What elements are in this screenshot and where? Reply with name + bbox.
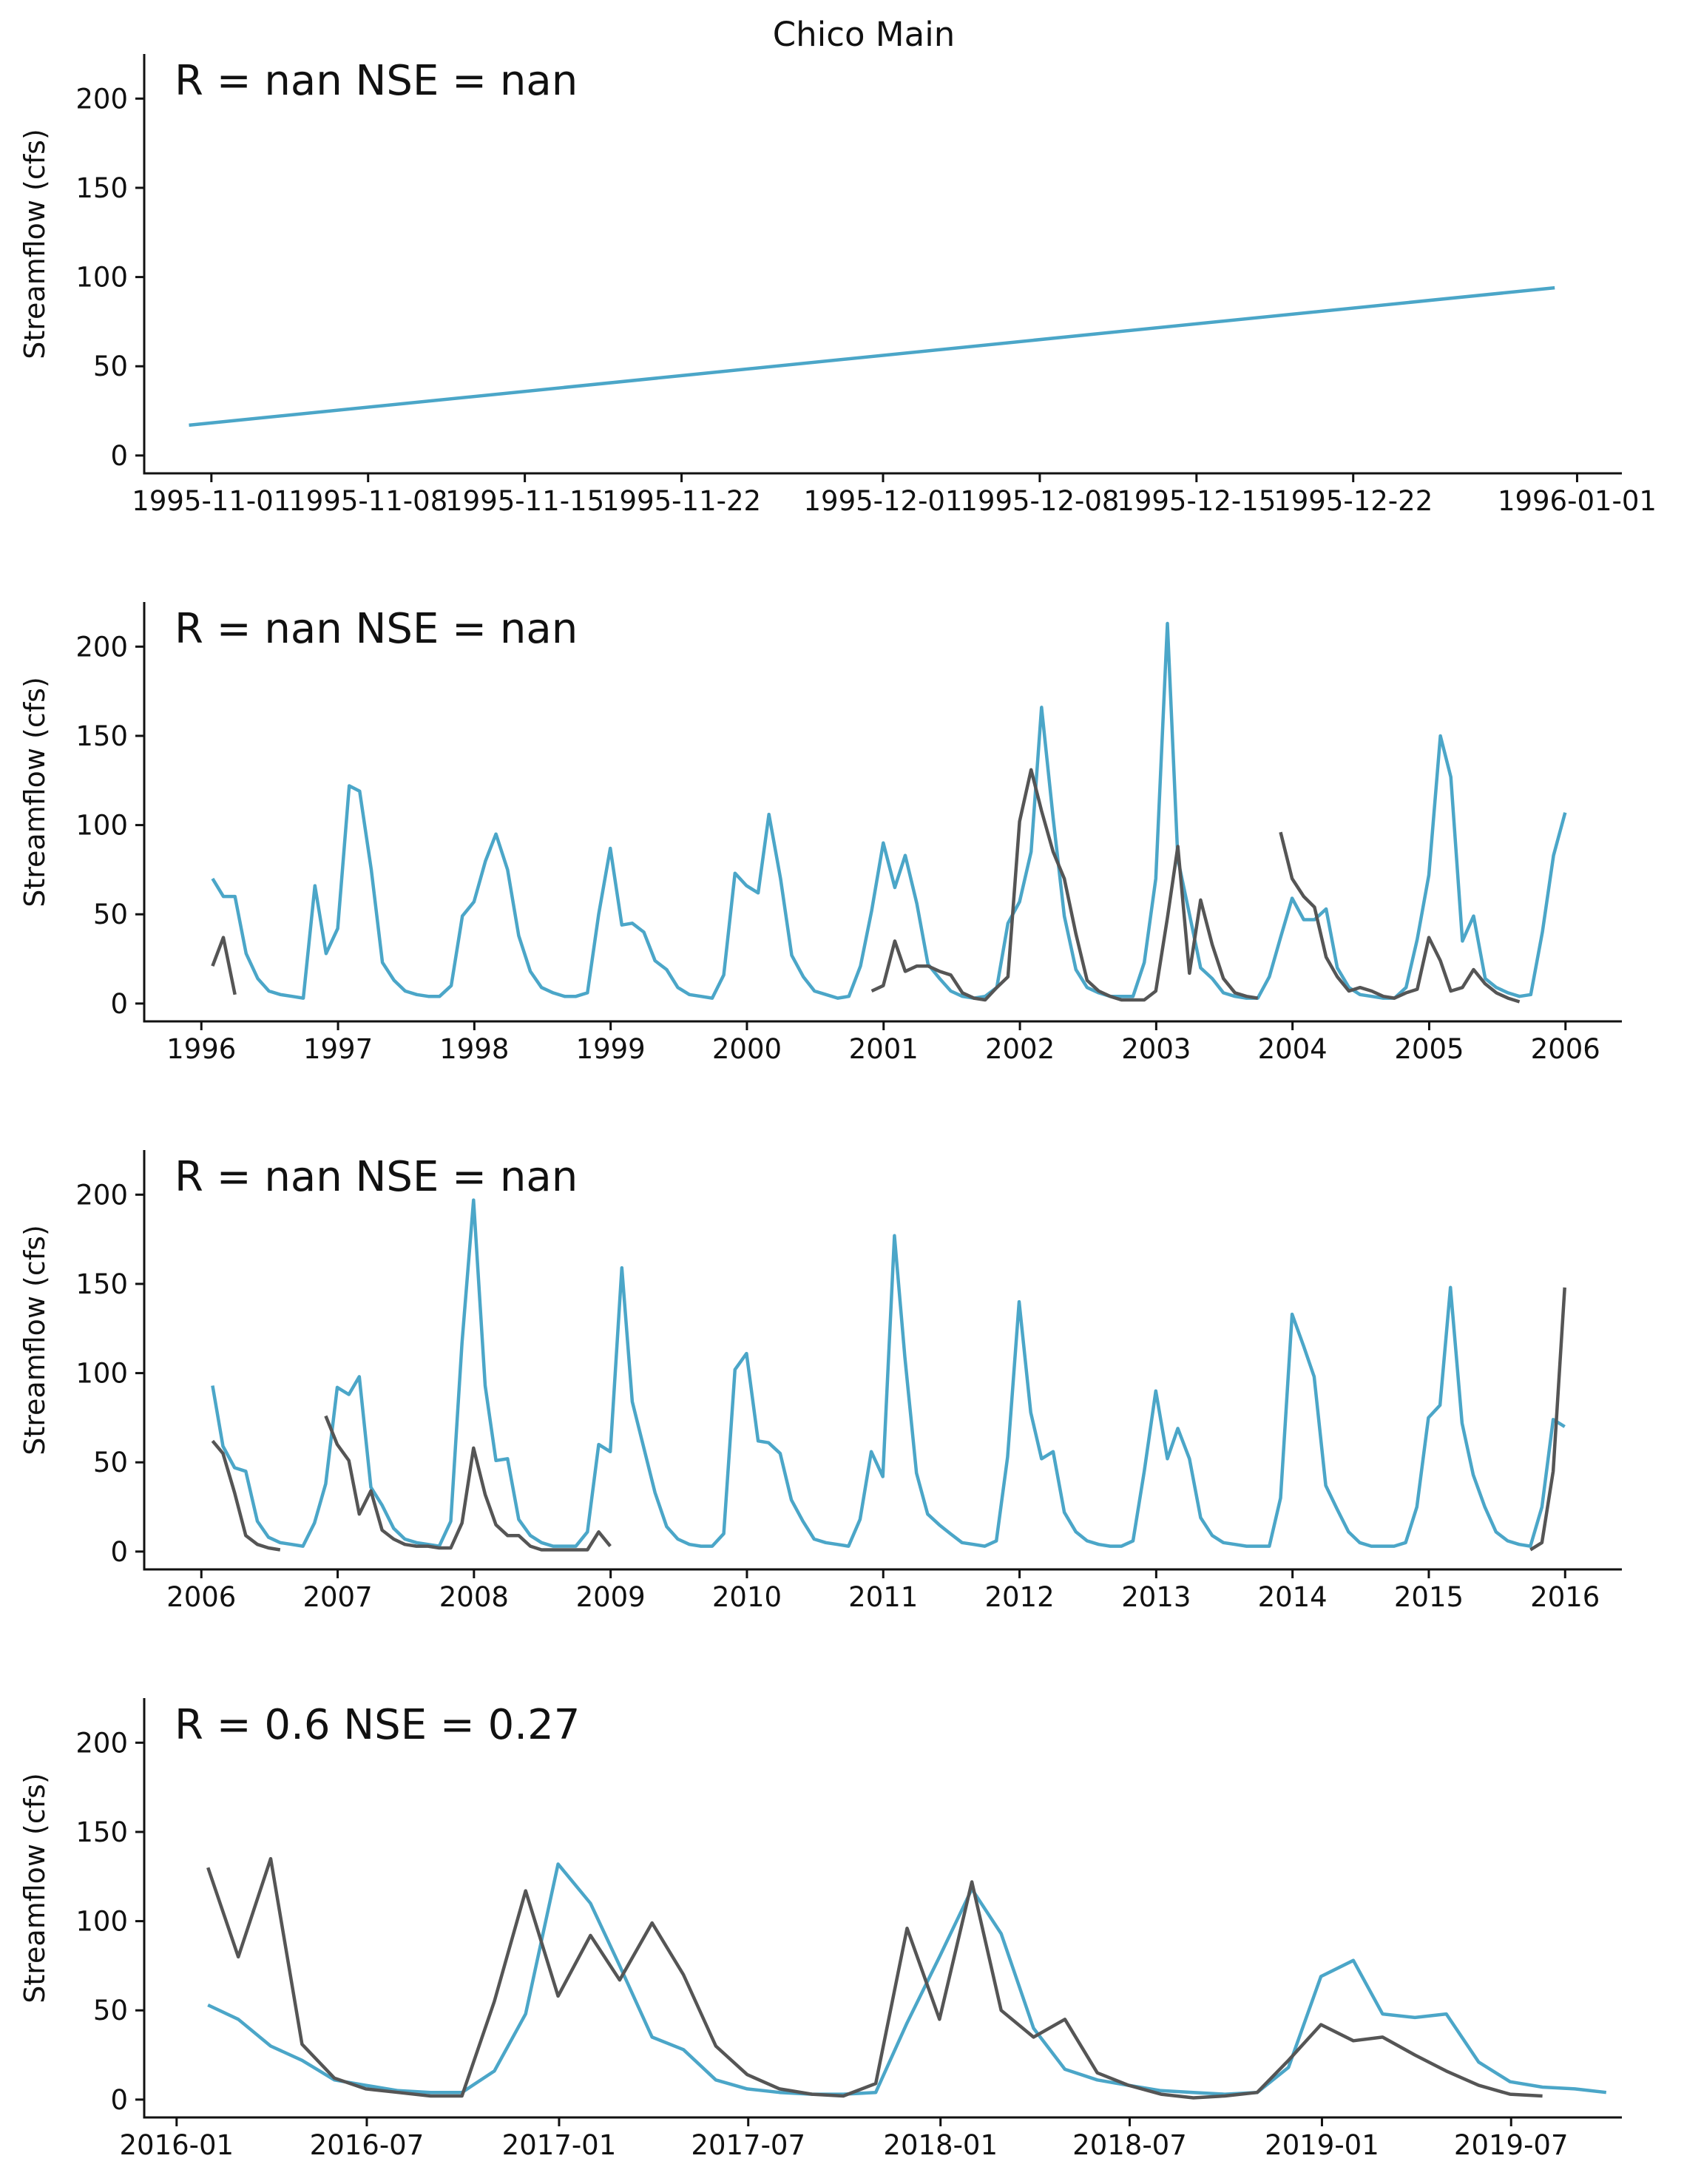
panel-1-xtick-label: 1995-11-15 — [445, 485, 604, 517]
panel-3-ytick-label: 50 — [93, 1447, 128, 1478]
panel-2-xtick-label: 2004 — [1258, 1033, 1328, 1065]
panel-1-xtick-label: 1995-12-15 — [1117, 485, 1276, 517]
panel-3-simulated-line — [211, 1198, 1566, 1548]
panel-3-xtick-label: 2013 — [1121, 1581, 1191, 1613]
panel-4-ytick-label: 50 — [93, 1995, 128, 2026]
panel-1-xtick-label: 1996-01-01 — [1498, 485, 1657, 517]
panel-1-xtick-label: 1995-12-08 — [960, 485, 1119, 517]
panel-2-xtick-label: 2003 — [1121, 1033, 1191, 1065]
panel-3-observed-line — [211, 1439, 281, 1552]
panel-4-observed-line — [206, 1856, 1543, 2100]
panel-4-xtick-label: 2019-07 — [1454, 2129, 1569, 2161]
panel-3-ytick-label: 150 — [75, 1268, 128, 1300]
panel-3-observed-line — [1529, 1287, 1566, 1552]
panel-4-xtick-label: 2017-01 — [502, 2129, 617, 2161]
panel-4-ylabel: Streamflow (cfs) — [18, 1773, 51, 2004]
panel-3-ytick-label: 200 — [75, 1179, 128, 1211]
panel-1-ytick-label: 0 — [110, 440, 128, 472]
panel-1-xtick-label: 1995-11-01 — [132, 485, 291, 517]
panel-4-ytick-label: 200 — [75, 1727, 128, 1759]
panel-3-ytick-label: 0 — [110, 1536, 128, 1568]
panel-1-ylabel: Streamflow (cfs) — [18, 129, 51, 359]
panel-1-xtick-label: 1995-12-01 — [803, 485, 962, 517]
panel-3-ylabel: Streamflow (cfs) — [18, 1225, 51, 1456]
panel-1-ytick-label: 200 — [75, 83, 128, 115]
panel-4-simulated-line — [207, 1862, 1607, 2096]
panel-2-ytick-label: 0 — [110, 988, 128, 1020]
panel-3-axes — [143, 1150, 1622, 1571]
panel-3-xtick-label: 2014 — [1258, 1581, 1328, 1613]
panel-2-ytick-label: 150 — [75, 720, 128, 752]
panel-2-ylabel: Streamflow (cfs) — [18, 677, 51, 907]
figure-title: Chico Main — [773, 15, 955, 54]
panel-2-axes — [143, 602, 1622, 1023]
panel-2-ytick-label: 50 — [93, 899, 128, 930]
panel-4-stats: R = 0.6 NSE = 0.27 — [175, 1701, 580, 1749]
panel-2-ytick-label: 200 — [75, 631, 128, 663]
panel-2-xtick-label: 2005 — [1394, 1033, 1464, 1065]
panel-4-xtick-label: 2019-01 — [1265, 2129, 1379, 2161]
panel-3-xtick-label: 2006 — [166, 1581, 236, 1613]
panel-4-ytick-label: 150 — [75, 1816, 128, 1848]
panel-2-simulated-line — [211, 621, 1567, 1000]
panel-2-ytick-label: 100 — [75, 810, 128, 842]
panel-1-stats: R = nan NSE = nan — [175, 57, 578, 105]
panel-4-ytick-label: 0 — [110, 2084, 128, 2116]
panel-2-observed-line — [1279, 831, 1521, 1004]
panel-1-xtick-label: 1995-11-08 — [288, 485, 447, 517]
panel-4-xtick-label: 2018-01 — [883, 2129, 998, 2161]
panel-3-xtick-label: 2016 — [1530, 1581, 1600, 1613]
panel-3: R = nan NSE = nan Streamflow (cfs) 0 50 10… — [18, 1150, 1622, 1613]
panel-3-xtick-label: 2008 — [439, 1581, 509, 1613]
panel-2-xtick-label: 2001 — [849, 1033, 919, 1065]
panel-3-xtick-label: 2007 — [302, 1581, 372, 1613]
panel-1-ytick-label: 50 — [93, 351, 128, 382]
panel-2-xtick-label: 1999 — [576, 1033, 646, 1065]
panel-1: R = nan NSE = nan Streamflow (cfs) 0 50 10… — [18, 54, 1657, 517]
panel-2-xtick-label: 1998 — [439, 1033, 509, 1065]
panel-2-xtick-label: 1996 — [166, 1033, 236, 1065]
panel-2: R = nan NSE = nan Streamflow (cfs) 0 50 10… — [18, 602, 1622, 1065]
panel-4-xtick-label: 2016-07 — [310, 2129, 425, 2161]
panel-1-simulated-line — [189, 285, 1555, 427]
panel-3-xtick-label: 2011 — [848, 1581, 918, 1613]
panel-4-xtick-label: 2018-07 — [1072, 2129, 1187, 2161]
panel-2-stats: R = nan NSE = nan — [175, 605, 578, 653]
panel-3-xtick-label: 2012 — [984, 1581, 1054, 1613]
panel-4-ytick-label: 100 — [75, 1906, 128, 1938]
panel-3-xtick-label: 2015 — [1394, 1581, 1464, 1613]
panel-4-xtick-label: 2016-01 — [119, 2129, 234, 2161]
panel-2-xtick-label: 2006 — [1531, 1033, 1600, 1065]
panel-1-xtick-label: 1995-12-22 — [1274, 485, 1433, 517]
panel-2-observed-line — [870, 768, 1259, 1002]
panel-1-ytick-label: 150 — [75, 172, 128, 204]
panel-4-xtick-label: 2017-07 — [691, 2129, 805, 2161]
panel-1-axes — [143, 54, 1622, 475]
panel-3-xtick-label: 2010 — [712, 1581, 782, 1613]
panel-2-xtick-label: 1997 — [303, 1033, 373, 1065]
panel-4: R = 0.6 NSE = 0.27 Streamflow (cfs) 0 50 1… — [18, 1698, 1622, 2161]
panel-1-ytick-label: 100 — [75, 262, 128, 294]
panel-3-stats: R = nan NSE = nan — [175, 1153, 578, 1201]
panel-3-ytick-label: 100 — [75, 1358, 128, 1390]
panel-1-xtick-label: 1995-11-22 — [602, 485, 761, 517]
panel-3-xtick-label: 2009 — [576, 1581, 646, 1613]
panel-2-xtick-label: 2000 — [712, 1033, 782, 1065]
panel-3-observed-line — [324, 1415, 612, 1552]
panel-2-observed-line — [211, 936, 237, 995]
panel-2-xtick-label: 2002 — [985, 1033, 1055, 1065]
